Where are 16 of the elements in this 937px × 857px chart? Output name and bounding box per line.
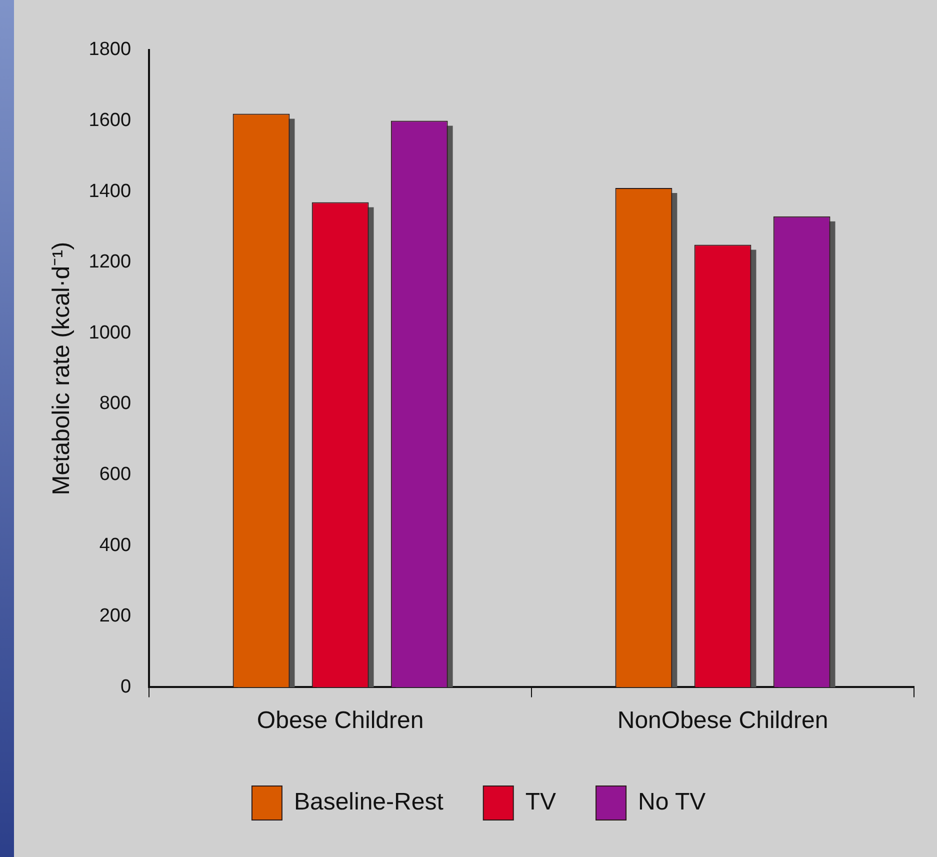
x-tick-label: Obese Children <box>256 707 424 734</box>
x-tick-label: NonObese Children <box>617 707 828 734</box>
y-tick-label: 600 <box>99 464 132 486</box>
y-tick-label: 1200 <box>88 252 132 273</box>
y-tick-label: 1400 <box>88 180 132 202</box>
y-axis-title: Metabolic rate (kcal·d⁻¹) <box>48 242 76 496</box>
legend-label: TV <box>525 788 556 816</box>
y-tick-label: 400 <box>99 534 132 556</box>
legend-label: No TV <box>638 788 706 816</box>
y-tick-label: 200 <box>99 606 132 627</box>
y-tick-label: 1600 <box>88 110 132 132</box>
y-tick-label: 800 <box>99 393 132 414</box>
y-tick-label: 1800 <box>88 39 132 60</box>
y-tick-label: 1000 <box>88 322 132 344</box>
y-tick-label: 0 <box>120 676 132 698</box>
legend-label: Baseline-Rest <box>294 788 444 816</box>
